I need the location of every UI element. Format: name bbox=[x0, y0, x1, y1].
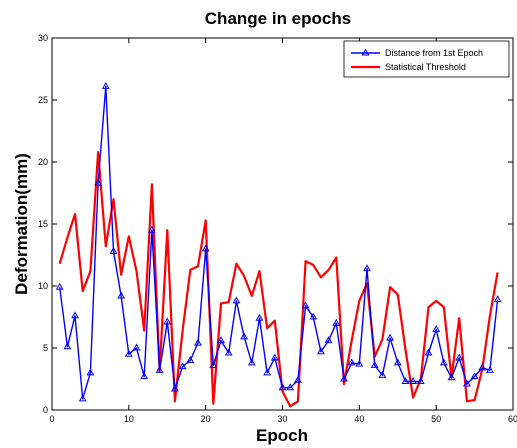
x-tick-label: 30 bbox=[277, 414, 287, 424]
legend-marker-distance bbox=[361, 48, 370, 56]
data-point bbox=[416, 377, 425, 385]
data-point bbox=[171, 384, 179, 392]
y-tick-label: 10 bbox=[38, 281, 48, 291]
y-tick-label: 5 bbox=[43, 343, 48, 353]
x-tick-label: 0 bbox=[49, 414, 54, 424]
data-point bbox=[486, 365, 494, 373]
data-point bbox=[424, 348, 433, 356]
data-point bbox=[155, 365, 164, 373]
data-point bbox=[224, 348, 233, 356]
data-point bbox=[132, 343, 141, 351]
data-point bbox=[363, 264, 371, 272]
data-point bbox=[447, 373, 456, 381]
data-point bbox=[124, 349, 133, 357]
data-point bbox=[470, 372, 479, 380]
data-point bbox=[178, 362, 187, 370]
series-layer bbox=[55, 81, 502, 408]
data-point bbox=[247, 358, 256, 366]
data-point bbox=[217, 336, 225, 344]
x-tick-label: 50 bbox=[431, 414, 441, 424]
y-tick-label: 0 bbox=[43, 405, 48, 415]
data-point bbox=[86, 368, 95, 376]
data-point bbox=[101, 81, 110, 89]
y-tick-label: 15 bbox=[38, 219, 48, 229]
data-point bbox=[278, 383, 287, 391]
data-point bbox=[194, 338, 202, 346]
data-point bbox=[378, 370, 387, 378]
data-point bbox=[117, 291, 126, 299]
data-point bbox=[140, 372, 149, 380]
data-point bbox=[71, 311, 79, 319]
data-point bbox=[78, 394, 87, 402]
legend: Distance from 1st Epoch Statistical Thre… bbox=[343, 40, 510, 78]
data-point bbox=[493, 295, 502, 303]
data-point bbox=[55, 282, 64, 290]
data-point bbox=[270, 353, 279, 361]
y-tick-label: 30 bbox=[38, 33, 48, 43]
data-point bbox=[186, 355, 195, 363]
data-point bbox=[401, 377, 410, 385]
data-point bbox=[201, 244, 210, 252]
data-point bbox=[255, 313, 264, 321]
data-point bbox=[347, 358, 356, 366]
data-point bbox=[324, 336, 333, 344]
x-tick-label: 40 bbox=[354, 414, 364, 424]
data-point bbox=[478, 363, 487, 371]
data-point bbox=[109, 246, 118, 254]
y-tick-label: 25 bbox=[38, 95, 48, 105]
series-line-distance bbox=[59, 85, 499, 400]
x-axis: 0 10 20 30 40 50 60 bbox=[49, 38, 517, 424]
legend-box bbox=[343, 40, 510, 78]
data-point bbox=[63, 342, 72, 350]
data-point bbox=[432, 324, 441, 332]
data-point bbox=[232, 296, 241, 304]
data-point bbox=[439, 358, 448, 366]
chart-title: Change in epochs bbox=[205, 9, 351, 28]
data-point bbox=[163, 317, 172, 325]
data-point bbox=[355, 359, 364, 367]
x-axis-label: Epoch bbox=[256, 426, 308, 445]
data-point bbox=[301, 301, 310, 309]
data-point bbox=[409, 377, 418, 385]
data-point bbox=[209, 360, 218, 368]
data-point bbox=[263, 368, 272, 376]
y-axis: 0 5 10 15 20 25 30 bbox=[38, 33, 513, 415]
data-point bbox=[332, 318, 341, 326]
y-axis-label: Deformation(mm) bbox=[12, 153, 31, 295]
data-point bbox=[317, 347, 325, 355]
data-point bbox=[240, 332, 248, 340]
legend-label-threshold: Statistical Threshold bbox=[385, 62, 466, 72]
data-point bbox=[147, 225, 156, 233]
data-point bbox=[293, 375, 302, 383]
x-tick-label: 20 bbox=[201, 414, 211, 424]
plot-area bbox=[51, 37, 514, 411]
data-point bbox=[340, 374, 348, 382]
legend-label-distance: Distance from 1st Epoch bbox=[385, 48, 483, 58]
data-point bbox=[370, 360, 379, 368]
data-point bbox=[309, 312, 318, 320]
data-point bbox=[94, 178, 103, 186]
data-point bbox=[386, 333, 394, 341]
x-tick-label: 60 bbox=[508, 414, 517, 424]
y-tick-label: 20 bbox=[38, 157, 48, 167]
data-point bbox=[462, 379, 471, 387]
x-tick-label: 10 bbox=[124, 414, 134, 424]
data-point bbox=[286, 383, 295, 391]
data-point bbox=[393, 358, 402, 366]
series-line-threshold bbox=[58, 151, 499, 408]
data-point bbox=[455, 353, 464, 361]
